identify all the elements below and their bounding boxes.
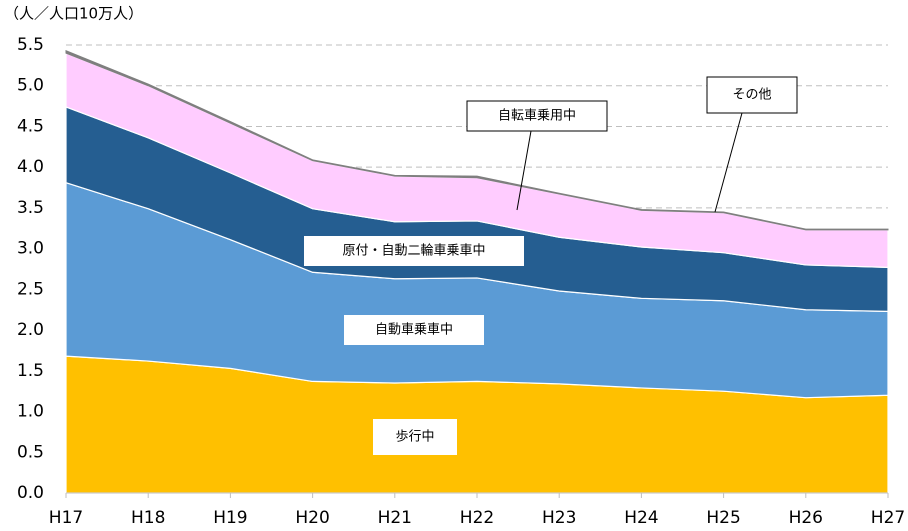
label-box <box>373 419 457 455</box>
x-tick-label: H21 <box>378 508 412 528</box>
y-axis-label: （人／人口10万人） <box>4 5 143 23</box>
y-tick-label: 5.0 <box>17 76 44 96</box>
series-label: 歩行中 <box>395 430 434 445</box>
leader-line <box>516 130 532 211</box>
label-box <box>344 315 484 345</box>
y-tick-label: 4.0 <box>17 157 44 177</box>
series-label: 自転車乗用中 <box>498 109 576 124</box>
x-tick-label: H20 <box>295 508 329 528</box>
x-tick-label: H25 <box>706 508 740 528</box>
y-tick-label: 2.0 <box>17 320 44 340</box>
leader-line <box>714 112 743 213</box>
y-tick-label: 3.0 <box>17 239 44 259</box>
y-tick-label: 0.0 <box>17 483 44 503</box>
area <box>65 49 889 231</box>
label-box <box>304 236 524 266</box>
x-tick-label: H17 <box>49 508 83 528</box>
y-tick-label: 3.5 <box>17 198 44 218</box>
y-tick-label: 4.5 <box>17 116 44 136</box>
x-tick-label: H18 <box>131 508 165 528</box>
y-tick-label: 1.5 <box>17 361 44 381</box>
label-box <box>466 100 608 132</box>
y-tick-label: 1.0 <box>17 402 44 422</box>
x-tick-label: H26 <box>789 508 823 528</box>
series-label: 原付・自動二輪車乗車中 <box>342 243 485 259</box>
y-tick-label: 0.5 <box>17 442 44 462</box>
series-label: 自動車乗車中 <box>375 323 453 338</box>
x-tick-label: H19 <box>213 508 247 528</box>
y-tick-label: 5.5 <box>17 35 44 55</box>
series-label: その他 <box>732 88 771 103</box>
x-tick-label: H23 <box>542 508 576 528</box>
y-tick-label: 2.5 <box>17 279 44 299</box>
x-tick-label: H27 <box>871 508 905 528</box>
x-tick-label: H24 <box>624 508 658 528</box>
label-box <box>706 76 798 114</box>
x-tick-label: H22 <box>460 508 494 528</box>
